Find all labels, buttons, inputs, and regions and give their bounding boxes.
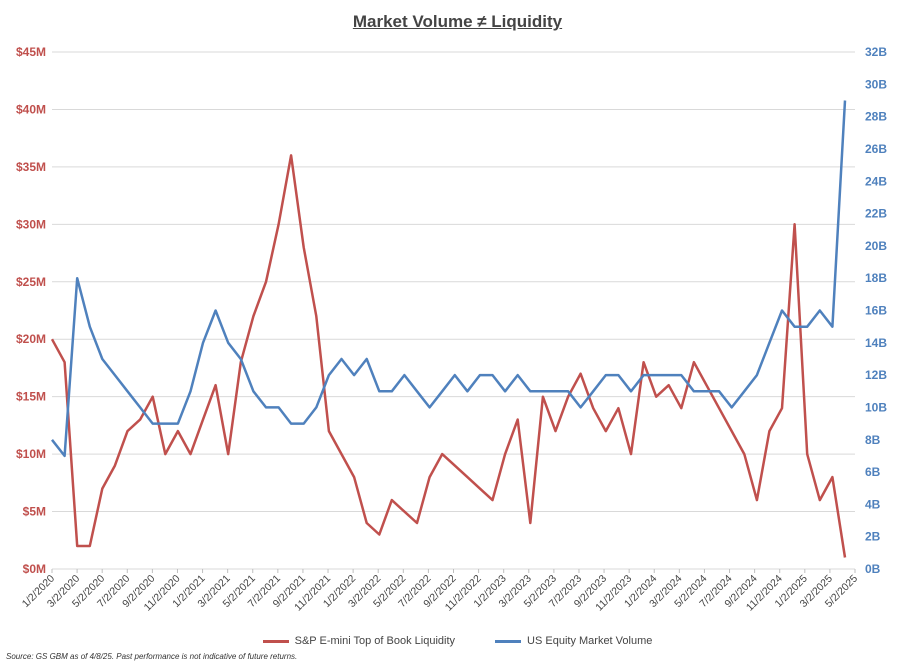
left-tick-label: $15M: [16, 390, 46, 404]
right-tick-label: 26B: [865, 142, 887, 156]
right-tick-label: 0B: [865, 562, 881, 576]
series-line-volume: [51, 100, 847, 458]
left-tick-label: $20M: [16, 332, 46, 346]
left-tick-label: $40M: [16, 102, 46, 116]
right-tick-label: 24B: [865, 174, 887, 188]
left-tick-label: $35M: [16, 160, 46, 174]
left-tick-label: $10M: [16, 447, 46, 461]
right-tick-label: 28B: [865, 110, 887, 124]
right-tick-label: 8B: [865, 433, 881, 447]
right-tick-label: 4B: [865, 497, 881, 511]
right-tick-label: 14B: [865, 336, 887, 350]
legend-item-liquidity: S&P E-mini Top of Book Liquidity: [262, 635, 456, 647]
series-line-liquidity: [50, 154, 847, 558]
right-tick-label: 16B: [865, 304, 887, 318]
right-tick-label: 18B: [865, 271, 887, 285]
plot-area: $0M $5M $10M $15M $20M $25M $30M $35M $40M $45M 0B…: [16, 45, 887, 614]
legend-item-volume: US Equity Market Volume: [495, 635, 652, 647]
legend: S&P E-mini Top of Book Liquidity US Equi…: [0, 635, 915, 647]
left-tick-label: $45M: [16, 45, 46, 59]
right-tick-label: 32B: [865, 45, 887, 59]
right-tick-label: 2B: [865, 530, 881, 544]
left-tick-label: $5M: [23, 505, 46, 519]
legend-label: S&P E-mini Top of Book Liquidity: [294, 635, 456, 647]
legend-label: US Equity Market Volume: [527, 635, 653, 647]
left-tick-label: $25M: [16, 275, 46, 289]
source-note: Source: GS GBM as of 4/8/25. Past perfor…: [6, 652, 298, 661]
right-tick-label: 6B: [865, 465, 881, 479]
legend-swatch-red: [262, 639, 289, 643]
left-tick-label: $0M: [23, 562, 46, 576]
left-tick-label: $30M: [16, 217, 46, 231]
chart-title: Market Volume ≠ Liquidity: [352, 12, 563, 31]
right-tick-label: 22B: [865, 207, 887, 221]
right-tick-label: 20B: [865, 239, 887, 253]
right-tick-label: 12B: [865, 368, 887, 382]
legend-swatch-blue: [495, 639, 522, 643]
right-tick-label: 30B: [865, 77, 887, 91]
right-tick-label: 10B: [865, 400, 887, 414]
